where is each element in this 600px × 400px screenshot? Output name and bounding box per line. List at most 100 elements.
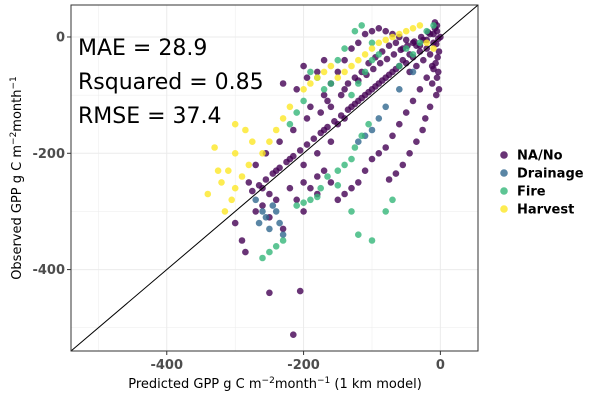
data-point [276, 219, 283, 227]
data-point [392, 170, 400, 177]
legend-label: NA/No [517, 149, 563, 164]
data-point [375, 39, 383, 47]
data-point [402, 109, 410, 116]
data-point [272, 196, 280, 204]
data-point [252, 196, 259, 204]
data-point [348, 155, 355, 163]
data-point [300, 161, 307, 169]
data-point [355, 179, 362, 186]
data-point [426, 103, 434, 111]
data-point [310, 135, 318, 142]
data-point [303, 141, 311, 148]
data-point [368, 56, 376, 64]
data-point [406, 150, 413, 157]
data-point [430, 30, 437, 38]
data-points [204, 19, 444, 339]
data-point [385, 176, 393, 183]
data-point [307, 68, 314, 76]
data-point [334, 68, 342, 76]
data-point [419, 126, 426, 134]
data-point [231, 219, 239, 227]
data-point [368, 155, 376, 163]
data-point [348, 45, 355, 52]
data-point [341, 86, 348, 93]
data-point [341, 190, 348, 198]
identity-line [70, 4, 479, 352]
data-point [409, 51, 417, 58]
data-point [279, 231, 287, 238]
data-point [344, 106, 352, 113]
data-point [324, 173, 331, 180]
stat-label: MAE = 28.9 [78, 36, 207, 61]
data-point [307, 80, 314, 87]
data-point [361, 30, 369, 38]
data-point [279, 80, 287, 87]
data-point [361, 68, 369, 76]
data-point [314, 68, 321, 76]
data-point [290, 126, 297, 134]
legend-key [500, 151, 508, 159]
data-point [355, 56, 362, 64]
legend: NA/No Drainage Fire Harvest [500, 149, 584, 218]
data-point [382, 36, 390, 44]
data-point [348, 208, 355, 215]
data-point [430, 65, 437, 73]
data-point [399, 56, 407, 64]
y-tick-label: 0 [56, 30, 65, 45]
data-point [204, 190, 212, 198]
data-point [341, 45, 348, 52]
stats-annotations: MAE = 28.9 Rsquared = 0.85 RMSE = 37.4 [78, 36, 264, 129]
legend-label: Drainage [517, 167, 584, 182]
data-point [392, 39, 400, 47]
plot-panel-border [70, 4, 479, 352]
data-point [397, 46, 405, 54]
data-point [255, 219, 263, 227]
data-point [238, 173, 246, 180]
data-point [231, 150, 239, 157]
data-point [428, 80, 436, 87]
data-point [351, 100, 359, 108]
x-tick-label: -200 [287, 358, 320, 373]
data-point [314, 193, 321, 201]
data-point [402, 36, 410, 44]
data-point [372, 83, 379, 90]
data-point [337, 91, 345, 99]
data-point [324, 123, 331, 131]
data-point [396, 62, 403, 70]
data-point [286, 184, 294, 192]
data-point [433, 74, 441, 81]
data-point [413, 62, 420, 70]
data-point [355, 39, 362, 47]
x-axis-ticks: -400 -200 0 [150, 351, 445, 373]
data-point [303, 115, 311, 122]
data-point [348, 91, 355, 99]
data-point [266, 190, 273, 198]
data-point [320, 167, 328, 174]
data-point [300, 199, 307, 206]
data-point [331, 118, 338, 125]
data-point [375, 115, 383, 122]
legend-key [500, 169, 508, 177]
data-point [368, 237, 376, 244]
data-point [361, 167, 369, 174]
stat-label: RMSE = 37.4 [78, 104, 222, 129]
data-point [334, 56, 342, 64]
data-point [434, 54, 441, 61]
data-point [300, 208, 307, 215]
data-point [432, 59, 439, 67]
data-point [314, 74, 321, 81]
data-point [245, 179, 253, 186]
data-point [300, 62, 307, 70]
data-point [385, 71, 393, 79]
legend-label: Harvest [517, 203, 574, 218]
data-point [272, 243, 280, 250]
data-point [324, 97, 331, 105]
data-point [385, 42, 393, 49]
data-point [358, 22, 366, 29]
data-point [296, 287, 304, 295]
data-point [375, 25, 383, 32]
data-point [383, 55, 391, 63]
data-point [435, 68, 442, 76]
data-point [334, 182, 342, 189]
